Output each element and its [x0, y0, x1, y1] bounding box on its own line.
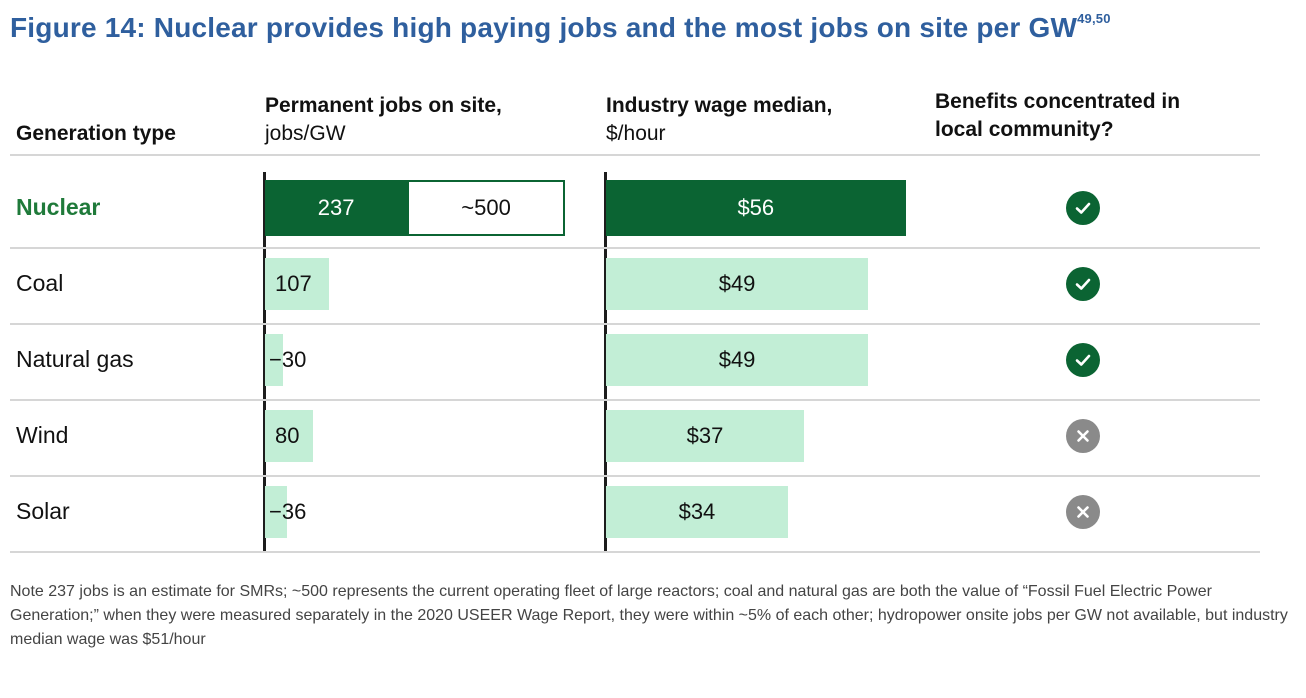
row-label-nuclear: Nuclear [16, 194, 101, 220]
row-label-solar: Solar [16, 498, 70, 524]
jobs-axis-line [263, 172, 266, 552]
wage-bar-natural-gas: $49 [606, 334, 869, 386]
header-jobs: Permanent jobs on site, jobs/GW [265, 94, 502, 145]
row-divider [10, 323, 1260, 325]
footnote: Note 237 jobs is an estimate for SMRs; ~… [10, 583, 1288, 648]
jobs-value-coal: 107 [275, 271, 312, 296]
wage-bar-nuclear: $56 [606, 180, 906, 236]
header-divider [10, 154, 1260, 156]
wage-bar-coal: $49 [606, 258, 869, 310]
row-divider [10, 551, 1260, 553]
jobs-value-solar: −36 [269, 499, 307, 524]
x-icon-wind [1066, 419, 1100, 453]
jobs-bar-solar [265, 486, 287, 538]
header-benefits: Benefits concentrated in local community? [935, 90, 1181, 141]
check-icon-natural-gas [1066, 343, 1100, 377]
row-divider [10, 475, 1260, 477]
jobs-bar-natural-gas [265, 334, 283, 386]
check-icon-coal [1066, 267, 1100, 301]
row-label-natural-gas: Natural gas [16, 346, 134, 372]
jobs-bar-wind [265, 410, 313, 462]
row-divider [10, 399, 1260, 401]
check-icon-nuclear [1066, 191, 1100, 225]
header-generation-type: Generation type [16, 122, 176, 145]
row-divider [10, 247, 1260, 249]
x-icon-solar [1066, 495, 1100, 529]
figure-title: Figure 14: Nuclear provides high paying … [10, 10, 1111, 43]
jobs-bar-nuclear: 237 [265, 180, 408, 236]
row-label-coal: Coal [16, 270, 64, 296]
jobs-value-natural-gas: −30 [269, 347, 307, 372]
row-label-wind: Wind [16, 422, 69, 448]
wage-bar-solar: $34 [606, 486, 788, 538]
wage-axis-line [604, 172, 607, 552]
header-wage: Industry wage median, $/hour [606, 94, 833, 145]
jobs-value-wind: 80 [275, 423, 300, 448]
jobs-bar-extra-nuclear: ~500 [407, 180, 565, 236]
title-superscript: 49,50 [1077, 10, 1111, 26]
wage-bar-wind: $37 [606, 410, 804, 462]
jobs-bar-coal [265, 258, 330, 310]
